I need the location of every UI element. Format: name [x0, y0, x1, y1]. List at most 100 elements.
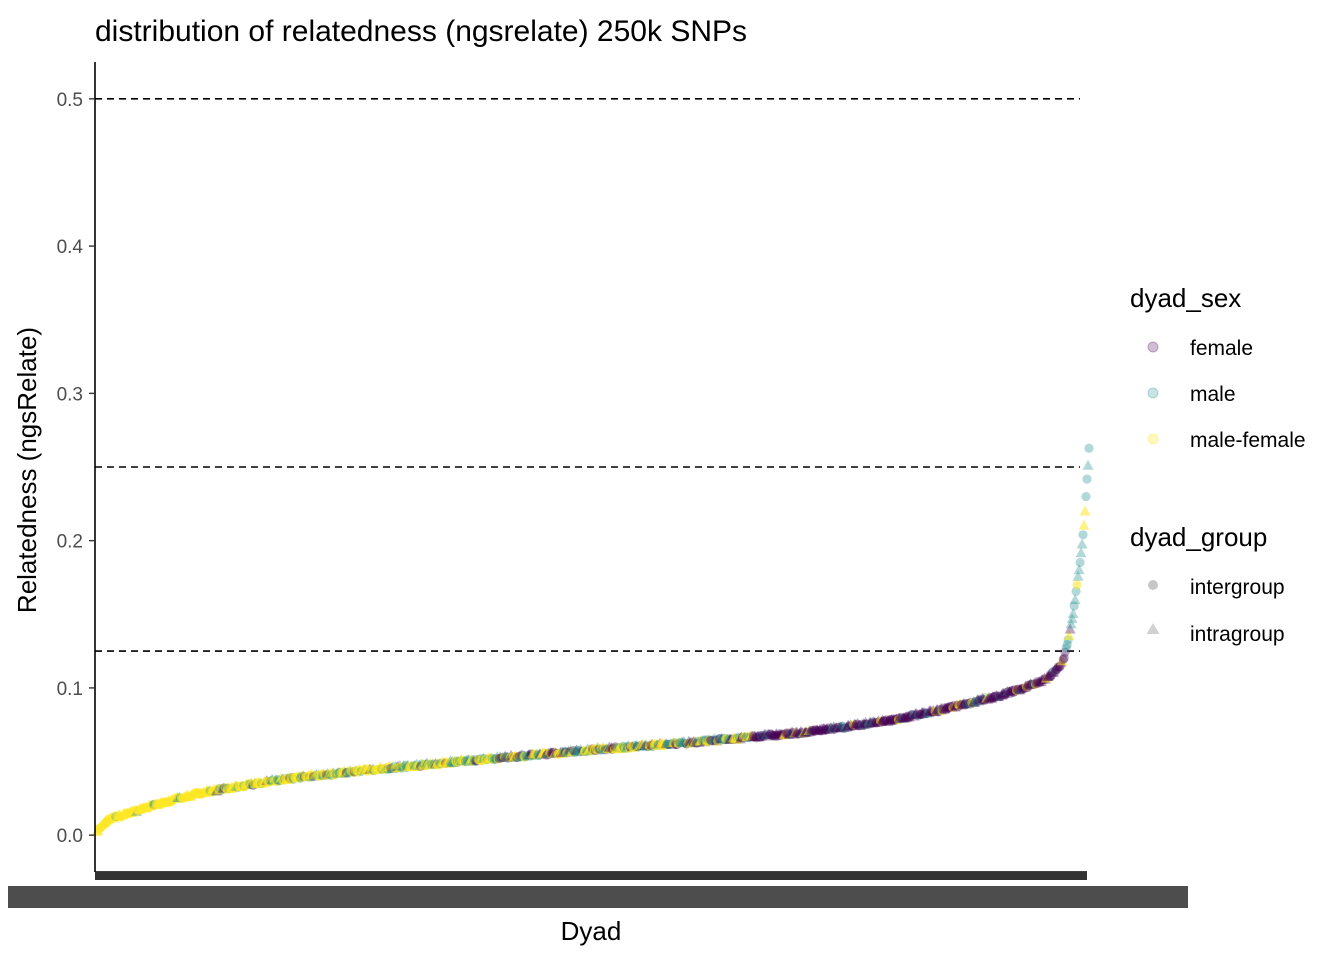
legend: dyad_sex female male male-female dyad_gr…: [1130, 283, 1306, 646]
legend-label-intragroup: intragroup: [1190, 623, 1285, 646]
y-tick-label: 0.0: [57, 826, 83, 847]
data-point: [916, 706, 928, 717]
data-point: [867, 717, 878, 727]
data-point: [917, 707, 929, 718]
data-point: [1031, 678, 1041, 688]
data-point: [812, 725, 824, 736]
data-point: [881, 715, 893, 726]
data-point: [849, 718, 861, 729]
data-point: [789, 726, 801, 737]
data-point: [938, 705, 948, 715]
data-point: [521, 751, 531, 762]
data-point: [1021, 682, 1032, 692]
data-point: [567, 746, 579, 757]
data-point: [765, 729, 775, 739]
data-point: [1032, 676, 1042, 687]
data-point: [759, 729, 771, 740]
data-point: [869, 717, 881, 728]
data-point: [570, 747, 580, 757]
data-point: [983, 692, 995, 703]
data-point: [755, 732, 765, 742]
data-point: [807, 725, 817, 735]
data-point: [1079, 505, 1091, 516]
data-point: [860, 716, 872, 727]
data-point: [957, 699, 967, 709]
data-point: [768, 731, 778, 741]
data-point: [830, 722, 842, 733]
data-point: [1058, 654, 1068, 665]
data-point: [706, 735, 716, 745]
data-point: [758, 732, 768, 742]
data-point: [1012, 684, 1023, 695]
data-point: [909, 708, 921, 719]
data-point: [954, 698, 966, 709]
y-tick-label: 0.1: [57, 679, 83, 700]
data-point: [1035, 676, 1047, 687]
data-point: [907, 710, 917, 720]
data-point: [1069, 594, 1081, 605]
data-point: [673, 736, 685, 747]
data-point: [1060, 647, 1070, 657]
data-point: [1076, 538, 1088, 549]
data-point: [1069, 601, 1079, 611]
data-point: [1078, 530, 1088, 540]
data-point: [790, 726, 802, 737]
data-point: [1002, 685, 1014, 696]
data-point: [676, 738, 686, 748]
data-point: [875, 716, 887, 727]
data-point: [756, 731, 766, 741]
y-tick-label: 0.2: [57, 532, 83, 553]
data-point: [992, 691, 1004, 702]
data-point: [875, 716, 886, 726]
data-point: [865, 717, 877, 728]
data-point: [990, 691, 1000, 702]
data-point: [908, 710, 920, 721]
data-point: [1013, 684, 1025, 695]
data-point: [1072, 580, 1082, 590]
data-point: [864, 716, 876, 727]
data-point: [985, 692, 997, 703]
data-point: [1059, 653, 1069, 663]
data-point: [1001, 687, 1012, 698]
data-point: [905, 712, 915, 722]
data-point: [833, 721, 845, 732]
data-point: [941, 705, 951, 715]
data-point: [991, 691, 1001, 701]
data-point: [824, 723, 834, 733]
data-point: [1072, 570, 1084, 581]
data-point: [1075, 557, 1085, 568]
data-point: [841, 721, 853, 732]
data-point: [837, 722, 847, 732]
data-point: [971, 696, 981, 707]
data-point: [879, 716, 890, 726]
data-point: [1051, 665, 1061, 675]
data-point: [823, 724, 833, 735]
data-point: [958, 697, 970, 708]
data-point: [828, 721, 840, 732]
data-point: [781, 729, 791, 739]
data-point: [866, 718, 877, 729]
data-point: [825, 722, 837, 733]
data-point: [754, 731, 764, 741]
data-point: [1062, 639, 1072, 650]
data-point: [1013, 684, 1024, 694]
data-point: [831, 722, 843, 733]
legend-key-male-female: [1147, 433, 1159, 445]
plot-area: 0.0 0.1 0.2 0.3 0.4 0.5: [8, 62, 1188, 908]
data-point: [897, 712, 909, 723]
data-point: [852, 717, 864, 728]
data-point: [998, 687, 1010, 698]
data-point: [828, 723, 838, 733]
data-point: [996, 691, 1006, 701]
data-point: [1052, 664, 1062, 674]
legend-label-male-female: male-female: [1190, 429, 1306, 452]
data-point: [791, 726, 803, 737]
data-point: [748, 731, 760, 742]
data-point: [803, 725, 815, 736]
data-point: [808, 726, 818, 736]
legend-label-female: female: [1190, 337, 1253, 360]
data-point: [849, 720, 859, 730]
data-point: [762, 728, 774, 739]
legend-dyad-sex: dyad_sex female male male-female: [1130, 283, 1306, 452]
data-point: [816, 724, 828, 735]
